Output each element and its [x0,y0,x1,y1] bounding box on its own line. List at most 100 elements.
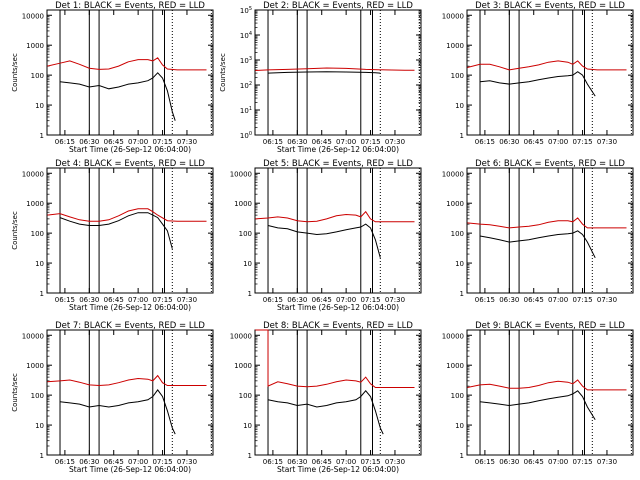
x-tick-label: 07:00 [336,296,356,304]
x-tick-label: 06:15 [263,458,283,466]
y-tick-label: 1000 [446,200,464,208]
series-line-lld [47,57,207,71]
y-axis-label: Counts/sec [219,53,227,92]
y-tick-label: 100 [239,392,252,400]
x-tick-label: 06:15 [55,296,75,304]
x-axis-label: Start Time (26-Sep-12 06:04:00) [69,303,191,312]
series-line-events [479,390,596,421]
x-axis-label: Start Time (26-Sep-12 06:04:00) [277,303,399,312]
x-tick-label: 06:45 [524,138,544,146]
y-tick-label: 1 [248,452,252,460]
y-tick-label: 10 [35,260,44,268]
y-tick-label: 1000 [26,42,44,50]
y-tick-label: 101 [240,106,252,115]
series-line-lld [255,329,415,388]
plot-frame [466,329,634,456]
y-axis-label: Counts/sec [11,53,19,92]
chart-title: Det 5: BLACK = Events, RED = LLD [263,159,413,169]
series-line-lld [467,60,627,71]
x-tick-label: 06:45 [312,138,332,146]
series-line-events [267,390,384,435]
y-tick-label: 1 [40,132,44,140]
x-tick-label: 06:15 [475,458,495,466]
chart-panel-5: Det 5: BLACK = Events, RED = LLD 1 10 100 10… [230,159,422,312]
y-tick-label: 105 [240,6,252,15]
y-tick-label: 10 [455,422,464,430]
x-tick-label: 06:15 [55,458,75,466]
y-tick-label: 10 [35,102,44,110]
x-tick-label: 07:30 [385,458,405,466]
chart-panel-7: Det 7: BLACK = Events, RED = LLD 1 10 100 10… [11,321,214,474]
x-tick-label: 06:45 [524,458,544,466]
y-tick-label: 100 [240,131,252,140]
x-tick-label: 06:30 [79,296,99,304]
series-line-lld [47,208,207,222]
chart-title: Det 6: BLACK = Events, RED = LLD [475,159,625,169]
y-tick-label: 1 [460,290,464,298]
series-line-lld [255,67,415,71]
chart-title: Det 7: BLACK = Events, RED = LLD [55,321,205,331]
plot-frame [46,9,214,136]
plot-frame [254,329,422,456]
x-tick-label: 07:15 [572,138,592,146]
y-axis-label: Counts/sec [11,211,19,250]
x-tick-label: 07:15 [152,458,172,466]
y-tick-label: 10 [243,260,252,268]
y-tick-label: 10 [455,102,464,110]
x-tick-label: 07:30 [597,458,617,466]
x-tick-label: 06:15 [263,138,283,146]
x-tick-label: 06:30 [287,458,307,466]
x-axis-label: Start Time (26-Sep-12 06:04:00) [277,465,399,474]
y-tick-label: 1000 [234,362,252,370]
x-tick-label: 06:30 [499,296,519,304]
chart-panel-6: Det 6: BLACK = Events, RED = LLD 1 10 100 10… [442,159,634,304]
y-tick-label: 100 [451,72,464,80]
y-tick-label: 103 [240,56,252,65]
y-tick-label: 10000 [22,12,44,20]
series-line-events [479,71,596,97]
chart-panel-2: Det 2: BLACK = Events, RED = LLD 100 101 10… [219,1,422,154]
y-tick-label: 10000 [442,170,464,178]
x-tick-label: 07:15 [360,138,380,146]
y-tick-label: 10000 [442,12,464,20]
x-tick-label: 06:45 [312,458,332,466]
x-tick-label: 07:30 [177,458,197,466]
y-tick-label: 104 [240,31,252,40]
chart-panel-1: Det 1: BLACK = Events, RED = LLD 1 10 100 10… [11,1,214,154]
y-tick-label: 100 [31,72,44,80]
plot-frame [254,9,422,136]
x-tick-label: 07:00 [548,138,568,146]
x-tick-label: 07:30 [597,138,617,146]
chart-title: Det 1: BLACK = Events, RED = LLD [55,1,205,11]
x-axis-label: Start Time (26-Sep-12 06:04:00) [69,465,191,474]
y-tick-label: 1000 [446,362,464,370]
x-tick-label: 07:00 [548,458,568,466]
x-tick-label: 06:15 [263,296,283,304]
x-tick-label: 07:30 [177,296,197,304]
chart-panel-8: Det 8: BLACK = Events, RED = LLD 1 10 100 10… [230,321,422,474]
y-tick-label: 102 [240,81,252,90]
y-tick-label: 1 [248,290,252,298]
y-tick-label: 100 [31,230,44,238]
x-tick-label: 06:30 [79,458,99,466]
x-tick-label: 06:30 [79,138,99,146]
series-line-lld [467,379,627,391]
y-tick-label: 1 [40,452,44,460]
y-tick-label: 100 [451,392,464,400]
chart-panel-3: Det 3: BLACK = Events, RED = LLD 1 10 100 10… [442,1,634,146]
x-tick-label: 06:45 [312,296,332,304]
x-tick-label: 06:15 [475,296,495,304]
x-tick-label: 07:00 [128,138,148,146]
series-line-events [267,223,381,258]
y-tick-label: 10 [243,422,252,430]
x-tick-label: 07:15 [360,296,380,304]
chart-title: Det 4: BLACK = Events, RED = LLD [55,159,205,169]
y-tick-label: 1000 [446,42,464,50]
x-tick-label: 07:15 [572,458,592,466]
y-tick-label: 10000 [230,170,252,178]
series-line-events [59,72,176,121]
x-tick-label: 07:00 [548,296,568,304]
chart-title: Det 9: BLACK = Events, RED = LLD [475,321,625,331]
x-tick-label: 07:15 [152,296,172,304]
